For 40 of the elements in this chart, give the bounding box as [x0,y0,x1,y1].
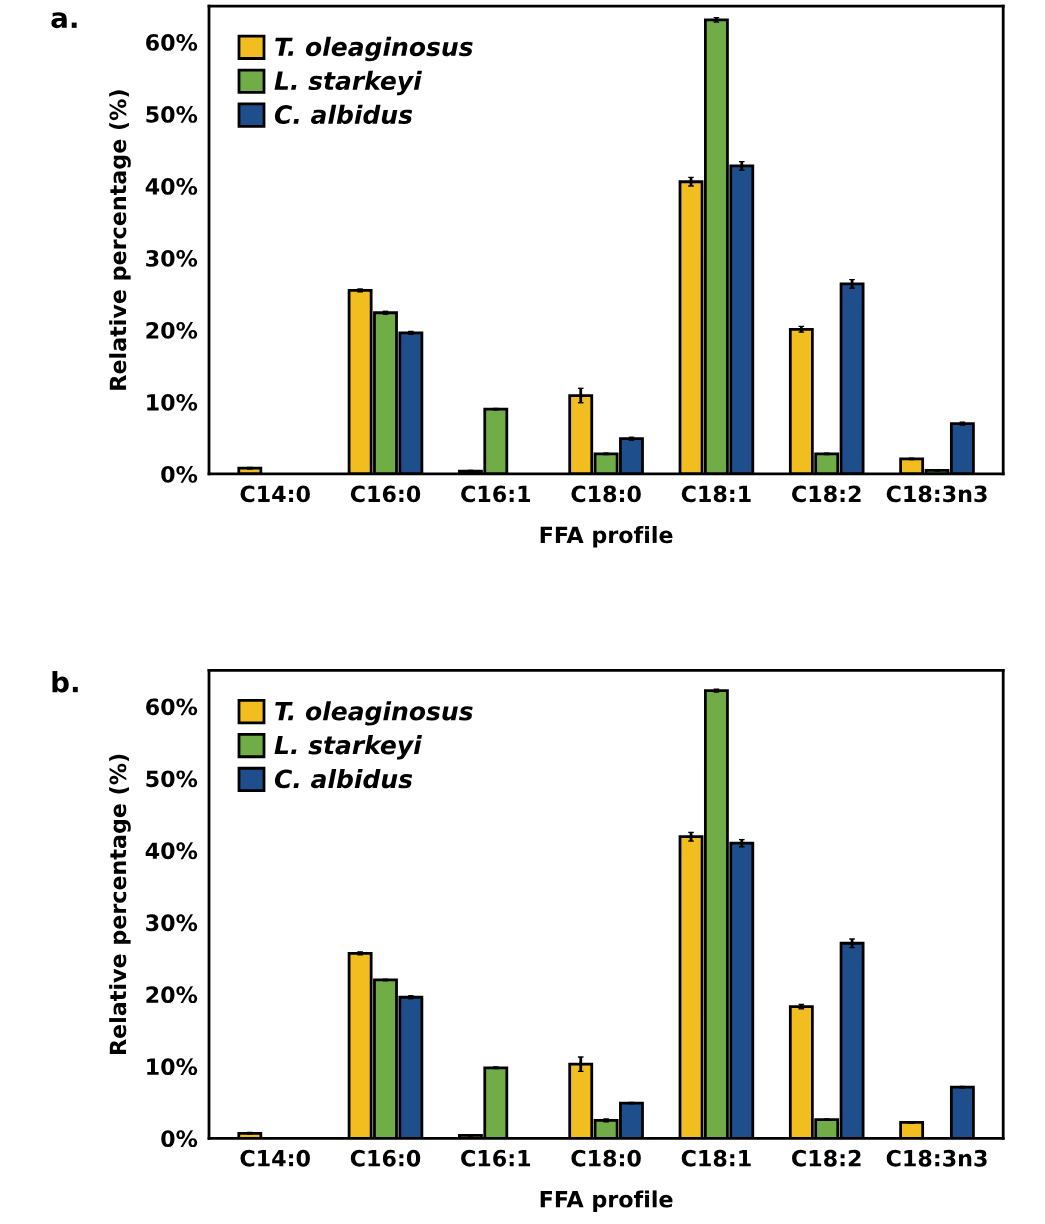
legend-label: T. oleaginosus [275,36,473,62]
y-tick-label: 40% [145,178,198,195]
y-axis-title: Relative percentage (%) [109,754,131,1054]
y-tick-label: 40% [145,842,198,860]
x-tick-label: C16:1 [461,1149,531,1167]
x-tick-label: C18:0 [571,485,641,503]
x-tick-label: C18:2 [792,1149,861,1167]
x-axis-title: FFA profile [540,1190,673,1212]
y-tick-label: 50% [146,106,198,123]
legend-label: T. oleaginosus [275,701,473,726]
y-axis-title: Relative percentage (%) [109,90,131,390]
x-tick-label: C18:3n3 [886,485,987,503]
y-tick-label: 20% [146,321,198,339]
y-tick-label: 10% [147,1058,198,1076]
x-tick-label: C14:0 [240,485,310,503]
y-tick-label: 10% [147,393,198,411]
y-tick-label: 50% [146,770,198,788]
legend-label: L. starkeyi [274,70,422,96]
chart-title: b. [52,671,78,693]
legend-label: C. albidus [274,104,413,125]
x-tick-label: C16:0 [350,485,421,503]
y-tick-label: 30% [146,914,198,932]
x-tick-label: C18:1 [681,485,751,503]
y-tick-label: 0% [161,1130,198,1148]
x-tick-label: C14:0 [240,1149,310,1167]
y-tick-label: 0% [161,465,198,483]
x-tick-label: C18:2 [792,485,861,503]
x-tick-label: C16:1 [461,485,531,503]
y-tick-label: 20% [146,986,198,1004]
legend-label: C. albidus [274,769,413,789]
legend-label: L. starkeyi [274,735,422,760]
y-tick-label: 30% [146,249,198,267]
x-tick-label: C18:0 [571,1149,641,1167]
y-tick-label: 60% [146,698,198,716]
chart-title: a. [51,12,77,29]
y-tick-label: 60% [146,34,198,51]
x-axis-title: FFA profile [540,526,673,548]
x-tick-label: C16:0 [350,1149,421,1167]
x-tick-label: C18:3n3 [886,1149,987,1167]
x-tick-label: C18:1 [681,1149,751,1167]
